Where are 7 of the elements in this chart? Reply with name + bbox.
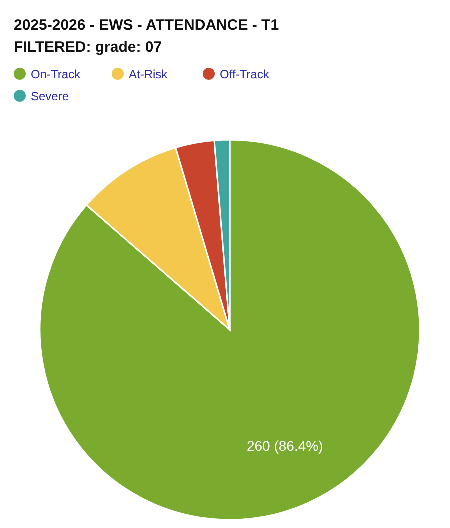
legend-label: Off-Track <box>220 68 270 82</box>
data-label: 260 (86.4%) <box>246 438 324 454</box>
legend-label: Severe <box>31 90 70 104</box>
chart-subtitle: FILTERED: grade: 07 <box>14 39 162 56</box>
legend-label: On-Track <box>31 68 82 82</box>
legend-label: At-Risk <box>129 68 169 82</box>
chart-title: 2025-2026 - EWS - ATTENDANCE - T1 <box>14 17 280 34</box>
